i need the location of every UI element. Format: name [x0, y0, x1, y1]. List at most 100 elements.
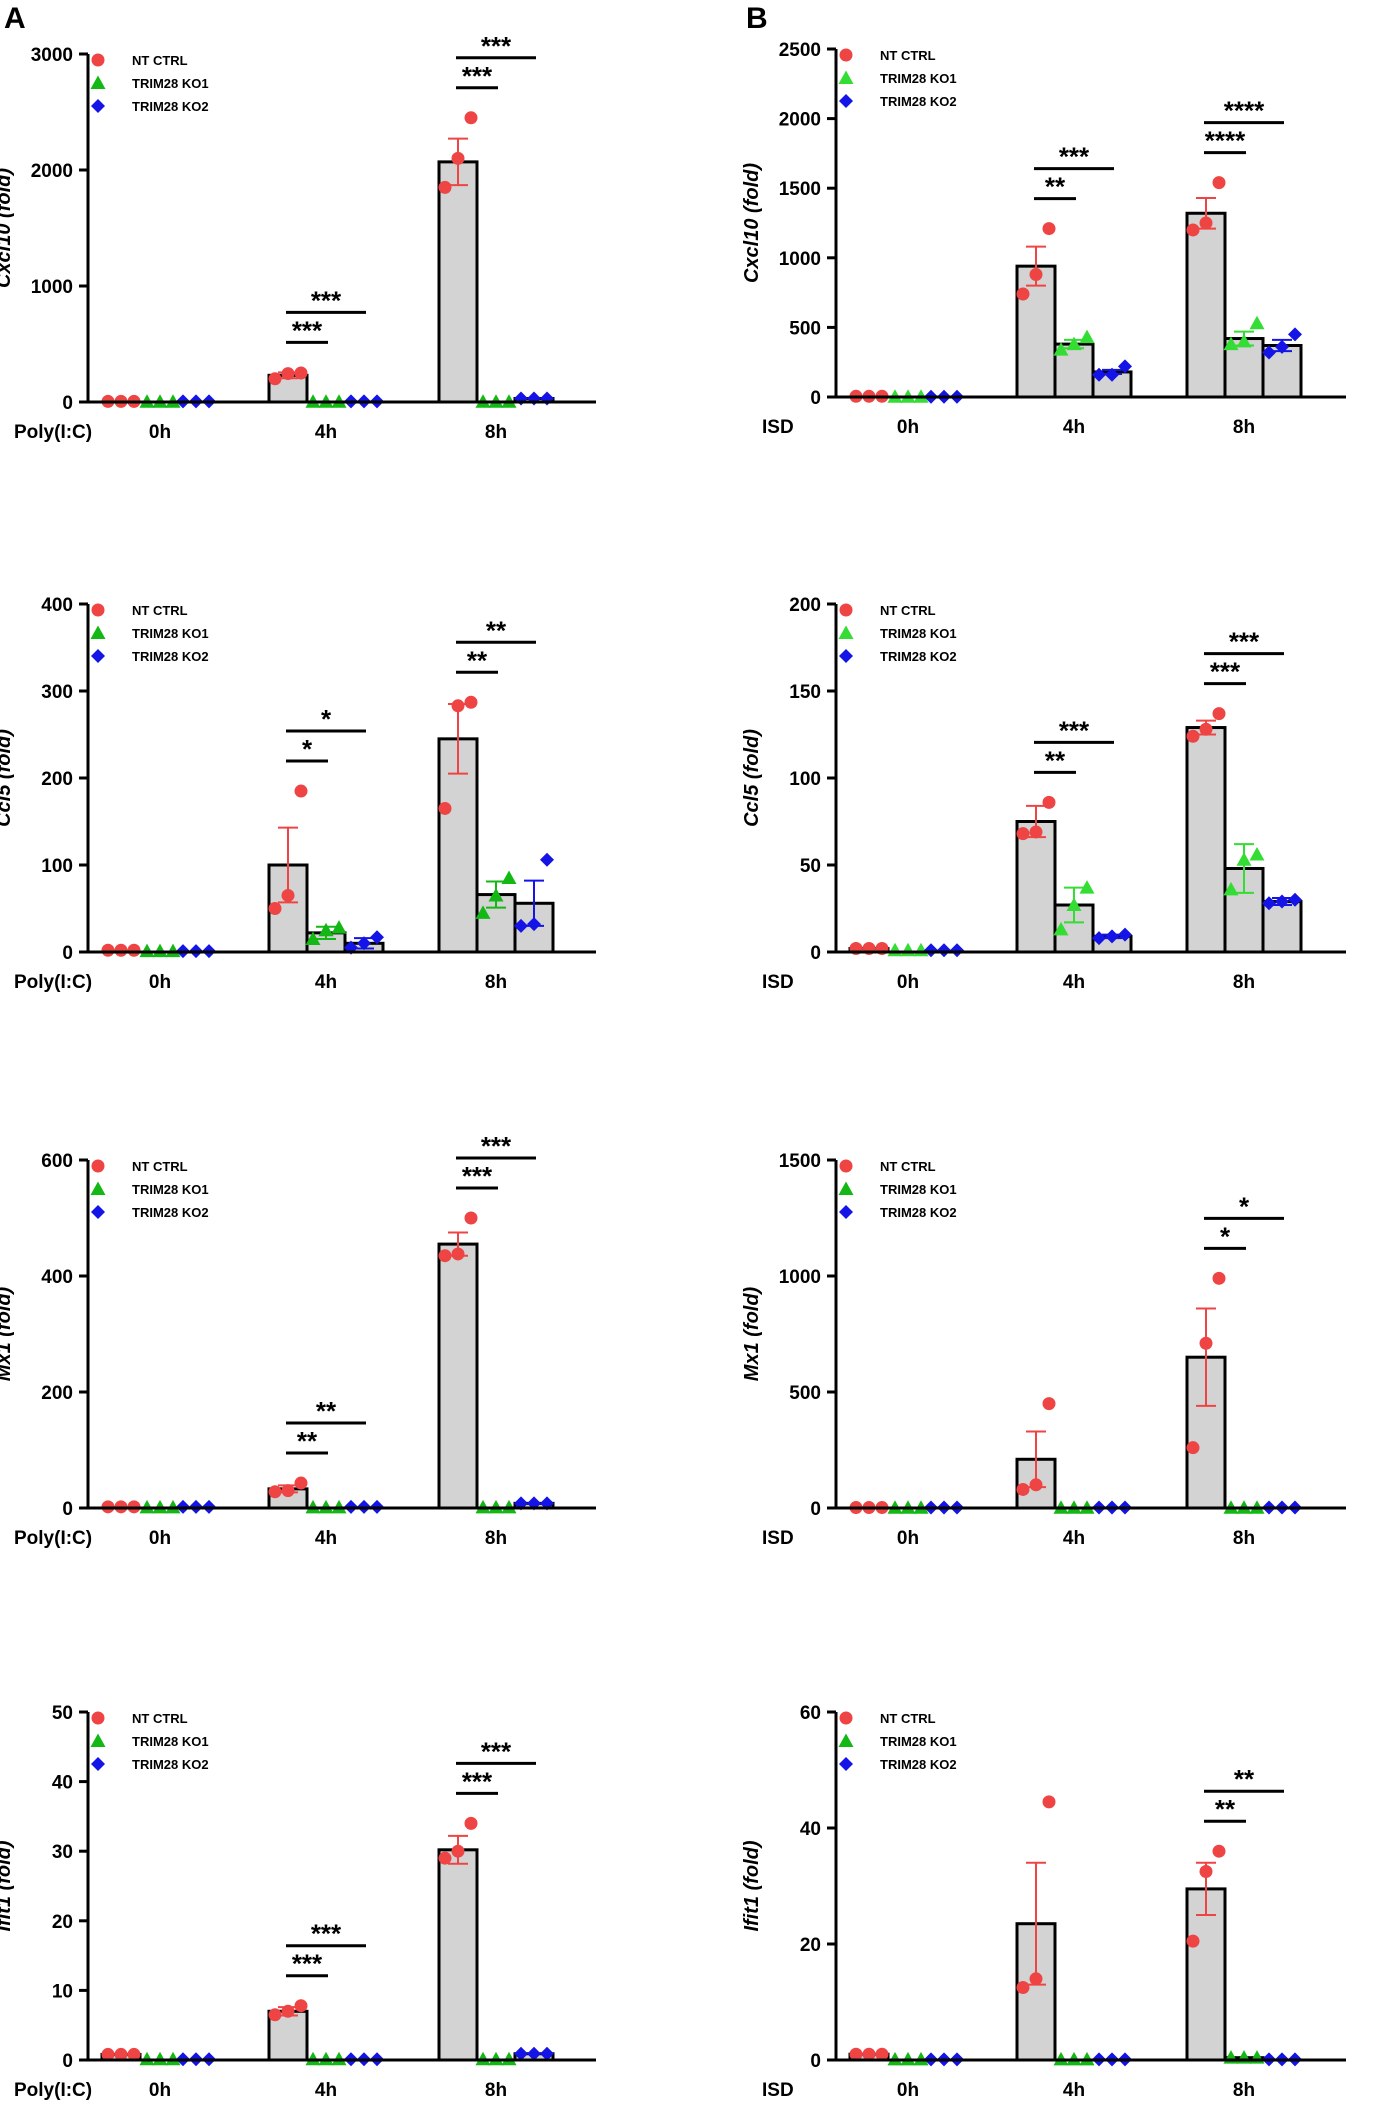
x-tick-label: 0h [149, 422, 171, 443]
legend-marker [91, 1159, 105, 1173]
legend-marker [90, 1733, 106, 1747]
data-point [475, 905, 491, 919]
legend-label: TRIM28 KO1 [880, 1734, 957, 1749]
significance-label: ** [1215, 1794, 1236, 1824]
y-tick-label: 50 [52, 1703, 73, 1724]
data-point [1079, 329, 1095, 344]
data-point [464, 111, 478, 125]
y-tick-label: 20 [800, 1935, 821, 1956]
legend-marker [90, 1181, 106, 1195]
x-tick-label: 0h [897, 2080, 919, 2101]
data-point [514, 918, 528, 933]
data-point [370, 930, 384, 945]
y-tick-label: 1000 [779, 249, 821, 270]
significance-label: *** [1059, 715, 1090, 745]
data-point [294, 366, 308, 380]
treatment-label: ISD [762, 2080, 794, 2101]
x-tick-label: 0h [149, 1528, 171, 1549]
significance-label: ** [297, 1426, 318, 1456]
legend-marker [838, 1181, 854, 1195]
y-tick-label: 0 [62, 2051, 73, 2072]
data-point [464, 695, 478, 709]
data-point [281, 367, 295, 381]
legend-marker [839, 48, 853, 62]
data-point [438, 801, 452, 815]
data-point [1029, 268, 1043, 282]
legend-label: TRIM28 KO1 [132, 626, 209, 641]
data-point [1092, 367, 1106, 382]
data-point [152, 943, 168, 958]
significance-label: ** [1234, 1764, 1255, 1794]
data-point [1092, 931, 1106, 946]
significance-label: *** [1210, 657, 1241, 687]
data-point [165, 943, 181, 958]
data-point [1053, 921, 1069, 936]
y-tick-label: 500 [789, 318, 821, 339]
y-tick-label: 1500 [779, 1151, 821, 1172]
x-tick-label: 4h [315, 2080, 337, 2101]
data-point [331, 920, 347, 934]
y-tick-label: 10 [52, 1981, 73, 2002]
legend-label: TRIM28 KO2 [132, 1205, 209, 1220]
legend-marker [91, 603, 105, 617]
y-axis-label: Mx1 (fold) [0, 1286, 15, 1381]
x-tick-label: 4h [315, 972, 337, 993]
data-point [1016, 827, 1030, 841]
legend-label: TRIM28 KO1 [880, 626, 957, 641]
data-point [501, 870, 517, 885]
legend-label: NT CTRL [132, 603, 188, 618]
y-tick-label: 0 [810, 2051, 821, 2072]
y-tick-label: 2000 [779, 110, 821, 131]
legend-label: NT CTRL [880, 603, 936, 618]
y-tick-label: 100 [789, 769, 821, 790]
y-tick-label: 500 [789, 1383, 821, 1404]
data-point [318, 922, 334, 937]
significance-label: *** [311, 1919, 342, 1949]
data-point [488, 887, 504, 902]
legend-marker [90, 75, 106, 89]
y-axis-label: Ccl5 (fold) [0, 729, 15, 827]
data-point [1199, 1865, 1213, 1878]
significance-label: *** [311, 285, 342, 315]
treatment-label: ISD [762, 417, 794, 438]
data-point [862, 2047, 876, 2061]
y-tick-label: 0 [62, 943, 73, 964]
y-tick-label: 40 [800, 1819, 821, 1840]
legend-label: NT CTRL [132, 1159, 188, 1174]
significance-label: ** [1045, 745, 1066, 775]
significance-label: ** [486, 615, 507, 645]
significance-label: *** [481, 1131, 512, 1161]
y-tick-label: 600 [41, 1151, 73, 1172]
legend-marker [90, 625, 106, 639]
legend-label: NT CTRL [880, 48, 936, 63]
significance-label: *** [481, 1736, 512, 1766]
data-point [1249, 847, 1265, 861]
data-point [924, 943, 938, 958]
x-tick-label: 8h [1233, 417, 1255, 438]
data-point [1029, 1972, 1043, 1986]
data-point [1212, 1844, 1226, 1858]
data-point [1249, 315, 1265, 330]
x-tick-label: 8h [1233, 2080, 1255, 2101]
legend-label: TRIM28 KO2 [132, 649, 209, 664]
data-point [1066, 336, 1082, 351]
data-point [527, 2046, 541, 2061]
y-axis-label: Ccl5 (fold) [741, 729, 763, 827]
chart-a1: 0 1000 2000 3000 Cxcl10 (fold) Poly(I:C) 0h 4h 8… [0, 31, 596, 443]
x-tick-label: 8h [485, 422, 507, 443]
data-point [1275, 339, 1289, 354]
legend-label: NT CTRL [132, 53, 188, 68]
data-point [451, 1844, 465, 1858]
data-point [464, 1816, 478, 1830]
data-point [1105, 367, 1119, 382]
data-point [1236, 333, 1252, 348]
data-point [540, 2046, 554, 2061]
legend-label: TRIM28 KO1 [880, 1182, 957, 1197]
data-point [1042, 222, 1056, 236]
legend-label: TRIM28 KO1 [880, 71, 957, 86]
y-tick-label: 2000 [31, 161, 73, 182]
significance-label: ** [1045, 172, 1066, 202]
y-tick-label: 1000 [31, 277, 73, 298]
data-point [268, 1485, 282, 1499]
x-tick-label: 4h [1063, 972, 1085, 993]
